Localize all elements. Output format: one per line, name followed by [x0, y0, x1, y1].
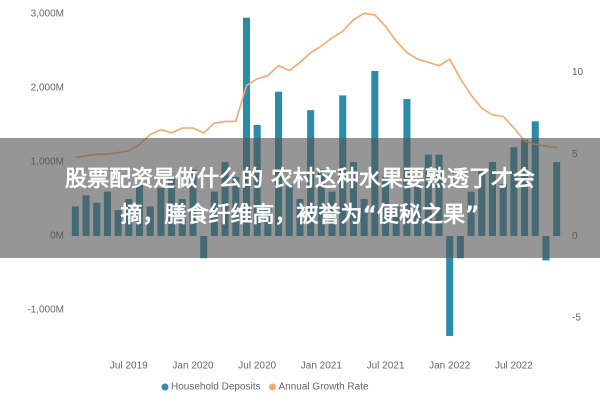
y-tick-label: 3,000M — [31, 9, 64, 20]
y2-tick-label: 10 — [572, 67, 584, 78]
x-tick-label: Jul 2019 — [110, 361, 148, 372]
x-tick-label: Jan 2021 — [301, 361, 343, 372]
x-tick-label: Jan 2020 — [172, 361, 214, 372]
bar — [242, 17, 251, 237]
overlay-line: 股票配资是做什么的 农村这种水果要熟透了才会 — [65, 167, 535, 192]
y2-tick-label: -5 — [572, 313, 581, 324]
line — [75, 12, 557, 159]
overlay-line: 摘，膳食纤维高，被誉为“便秘之果” — [120, 203, 480, 228]
x-tick-label: Jul 2022 — [495, 361, 533, 372]
y-tick-label: -1,000M — [27, 305, 64, 316]
legend-swatch — [161, 383, 169, 391]
legend-swatch — [269, 383, 276, 391]
x-tick-label: Jul 2021 — [367, 361, 405, 372]
x-tick-label: Jan 2022 — [429, 361, 471, 372]
legend-label: Household Deposits — [171, 382, 261, 393]
bar — [446, 236, 454, 336]
overlay-banner: 股票配资是做什么的 农村这种水果要熟透了才会 摘，膳食纤维高，被誉为“便秘之果” — [0, 138, 600, 258]
legend-label: Annual Growth Rate — [279, 382, 369, 393]
y-tick-label: 2,000M — [31, 83, 64, 94]
x-tick-label: Jul 2020 — [238, 361, 276, 372]
